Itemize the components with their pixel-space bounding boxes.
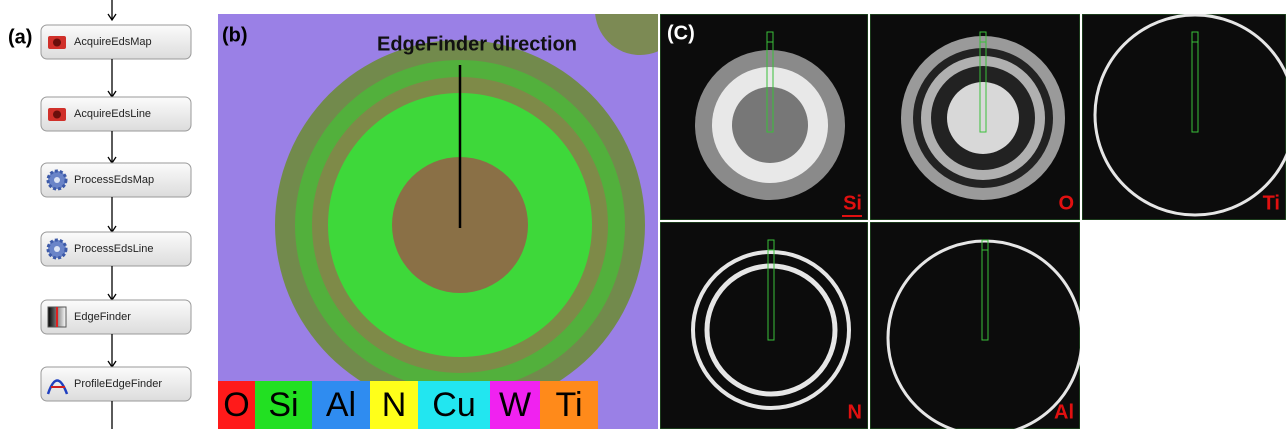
map-label: Si: [843, 192, 862, 214]
workflow-node: ProcessEdsMap: [41, 163, 191, 197]
workflow-node: AcquireEdsLine: [41, 97, 191, 131]
panel-label: (a): [8, 26, 32, 48]
node-label: AcquireEdsLine: [74, 108, 151, 120]
element-map: Ti: [1082, 14, 1286, 220]
camera-lens: [53, 39, 61, 47]
map-ring: [947, 82, 1019, 154]
panel-label: (b): [222, 24, 248, 46]
node-label: AcquireEdsMap: [74, 36, 152, 48]
legend-label: Al: [326, 386, 356, 424]
map-label: Ti: [1263, 192, 1280, 214]
legend-label: Ti: [555, 386, 582, 424]
workflow-node: ProcessEdsLine: [41, 232, 191, 266]
element-map: O: [870, 14, 1080, 220]
node-label: ProfileEdgeFinder: [74, 378, 162, 390]
legend-label: N: [382, 386, 407, 424]
figure: (a) AcquireEdsMap AcquireEdsLine ProcessEd…: [0, 0, 1286, 429]
element-map: Si: [660, 14, 868, 220]
element-map: N: [660, 222, 868, 429]
composite-map-panel: EdgeFinder direction (b) O Si Al N Cu W Ti: [218, 0, 685, 429]
workflow-node: AcquireEdsMap: [41, 25, 191, 59]
gear-hole: [54, 177, 60, 183]
legend-label: O: [223, 386, 249, 424]
gear-hole: [54, 246, 60, 252]
workflow-node: EdgeFinder: [41, 300, 191, 334]
legend-label: W: [499, 386, 531, 424]
map-label: Al: [1054, 401, 1074, 423]
node-label: ProcessEdsMap: [74, 174, 154, 186]
legend-label: Si: [268, 386, 298, 424]
map-label: N: [848, 401, 862, 423]
element-maps-panel: Si O Ti N Al (C): [660, 14, 1286, 429]
element-map: Al: [870, 222, 1082, 429]
map-ring: [732, 87, 808, 163]
panel-label: (C): [667, 22, 695, 44]
map-background: [1082, 14, 1286, 220]
legend-label: Cu: [432, 386, 475, 424]
map-background: [870, 222, 1080, 429]
workflow-panel: (a) AcquireEdsMap AcquireEdsLine ProcessEd…: [8, 0, 191, 429]
camera-lens: [53, 111, 61, 119]
node-label: EdgeFinder: [74, 311, 131, 323]
workflow-node: ProfileEdgeFinder: [41, 367, 191, 401]
map-label: O: [1058, 192, 1074, 214]
node-label: ProcessEdsLine: [74, 243, 154, 255]
annotation: EdgeFinder direction: [377, 33, 577, 55]
